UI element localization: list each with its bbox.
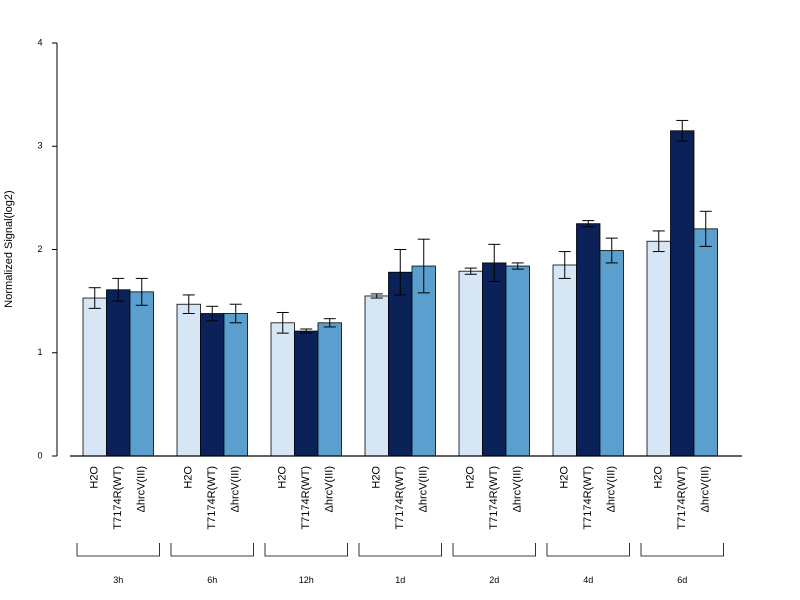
bar (411, 265, 436, 457)
group-bracket (452, 543, 536, 557)
group-label: 3h (113, 575, 123, 585)
y-tick-label: 1 (37, 347, 42, 357)
bar-label: T7174R(WT) (394, 466, 406, 530)
bar (693, 228, 718, 457)
bar (200, 313, 225, 457)
bar (317, 322, 342, 457)
y-axis: 0 1 2 3 4 (37, 37, 58, 460)
bar-label: ΔhrcV(III) (230, 466, 242, 512)
group-bracket (358, 543, 442, 557)
bar (82, 297, 107, 457)
bar (223, 313, 248, 457)
bar-label: T7174R(WT) (206, 466, 218, 530)
y-tick-label: 3 (37, 141, 42, 151)
bars (82, 130, 718, 457)
bar (106, 289, 131, 457)
group-bracket (640, 543, 724, 557)
bar-label: H2O (465, 466, 477, 489)
group-label: 6d (677, 575, 687, 585)
bar (388, 271, 413, 457)
bar (599, 250, 624, 457)
group-brackets: 3h 6h 12h 1d 2d 4d 6d (76, 543, 724, 585)
bar-label: H2O (559, 466, 571, 489)
group-bracket (546, 543, 630, 557)
bar-label: T7174R(WT) (676, 466, 688, 530)
bar-label: H2O (183, 466, 195, 489)
group-bracket (76, 543, 160, 557)
bar (129, 291, 154, 457)
y-tick-label: 2 (37, 244, 42, 254)
bar (458, 270, 483, 457)
bar-label: T7174R(WT) (300, 466, 312, 530)
bar-label: ΔhrcV(III) (418, 466, 430, 512)
bar (576, 223, 601, 457)
bar (294, 330, 319, 457)
bar (552, 264, 577, 457)
group-label: 6h (207, 575, 217, 585)
bar-label: H2O (89, 466, 101, 489)
group-label: 4d (583, 575, 593, 585)
bar-label: T7174R(WT) (112, 466, 124, 530)
bar-label: ΔhrcV(III) (606, 466, 618, 512)
group-label: 1d (395, 575, 405, 585)
bar-label: T7174R(WT) (488, 466, 500, 530)
y-tick-label: 4 (37, 37, 42, 47)
error-bars (88, 119, 712, 334)
bar-label: T7174R(WT) (582, 466, 594, 530)
bar-label: ΔhrcV(III) (512, 466, 524, 512)
bar-label: H2O (653, 466, 665, 489)
group-bracket (170, 543, 254, 557)
bar (505, 265, 530, 457)
group-label: 12h (299, 575, 314, 585)
bar-label: ΔhrcV(III) (136, 466, 148, 512)
bar (482, 262, 507, 457)
bar-label: H2O (277, 466, 289, 489)
group-bracket (264, 543, 348, 557)
bar-label: ΔhrcV(III) (324, 466, 336, 512)
group-label: 2d (489, 575, 499, 585)
y-axis-label: Normalized Signal(log2) (3, 190, 15, 307)
y-tick-label: 0 (37, 450, 42, 460)
bar-label: H2O (371, 466, 383, 489)
bar-label: ΔhrcV(III) (700, 466, 712, 512)
bar (364, 295, 389, 457)
bar (670, 130, 695, 457)
bar (270, 322, 295, 457)
bar (176, 303, 201, 457)
bar (646, 240, 671, 457)
bar-labels: H2O T7174R(WT) ΔhrcV(III) H2O T7174R(WT) Δhrc… (89, 466, 712, 530)
